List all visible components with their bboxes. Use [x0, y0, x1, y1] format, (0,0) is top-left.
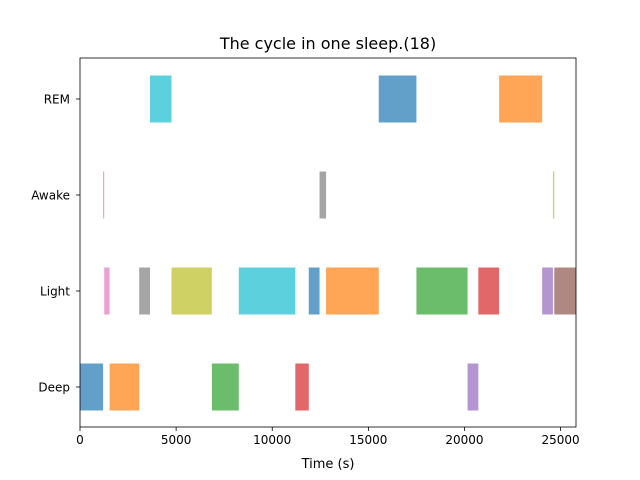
segment-light-16	[478, 267, 500, 315]
segment-deep-15	[467, 363, 479, 411]
x-axis-label: Time (s)	[301, 457, 355, 472]
x-tick-label: 20000	[445, 433, 483, 447]
y-tick-label-awake: Awake	[31, 189, 70, 203]
segment-deep-3	[109, 363, 140, 411]
segment-awake-1	[103, 171, 105, 219]
x-axis-ticks: 0 5000 10000 15000 20000 25000	[76, 427, 580, 447]
x-tick-label: 15000	[349, 433, 387, 447]
segment-light-18	[542, 267, 553, 315]
segment-light-6	[171, 267, 212, 315]
plot-frame	[79, 57, 577, 428]
segment-deep-0	[80, 363, 104, 411]
segment-deep-9	[295, 363, 309, 411]
segment-light-10	[308, 267, 320, 315]
y-axis-ticks: Deep Light Awake REM	[31, 93, 80, 395]
segment-rem-5	[149, 75, 172, 123]
segment-light-20	[554, 267, 576, 315]
segment-light-2	[104, 267, 110, 315]
segment-awake-19	[552, 171, 555, 219]
x-tick-label: 0	[76, 433, 84, 447]
segment-deep-7	[211, 363, 239, 411]
segment-awake-11	[319, 171, 327, 219]
x-tick-label: 5000	[161, 433, 192, 447]
chart-title: The cycle in one sleep.(18)	[219, 34, 436, 53]
y-tick-label-light: Light	[40, 285, 70, 299]
x-tick-label: 25000	[542, 433, 580, 447]
x-tick-label: 10000	[253, 433, 291, 447]
segment-rem-13	[378, 75, 417, 123]
segment-rem-17	[499, 75, 543, 123]
segment-light-14	[416, 267, 468, 315]
segment-light-4	[139, 267, 150, 315]
segment-light-8	[238, 267, 296, 315]
segment-light-12	[326, 267, 379, 315]
y-tick-label-deep: Deep	[38, 381, 70, 395]
y-tick-label-rem: REM	[44, 93, 70, 107]
stage-segments	[80, 75, 576, 411]
